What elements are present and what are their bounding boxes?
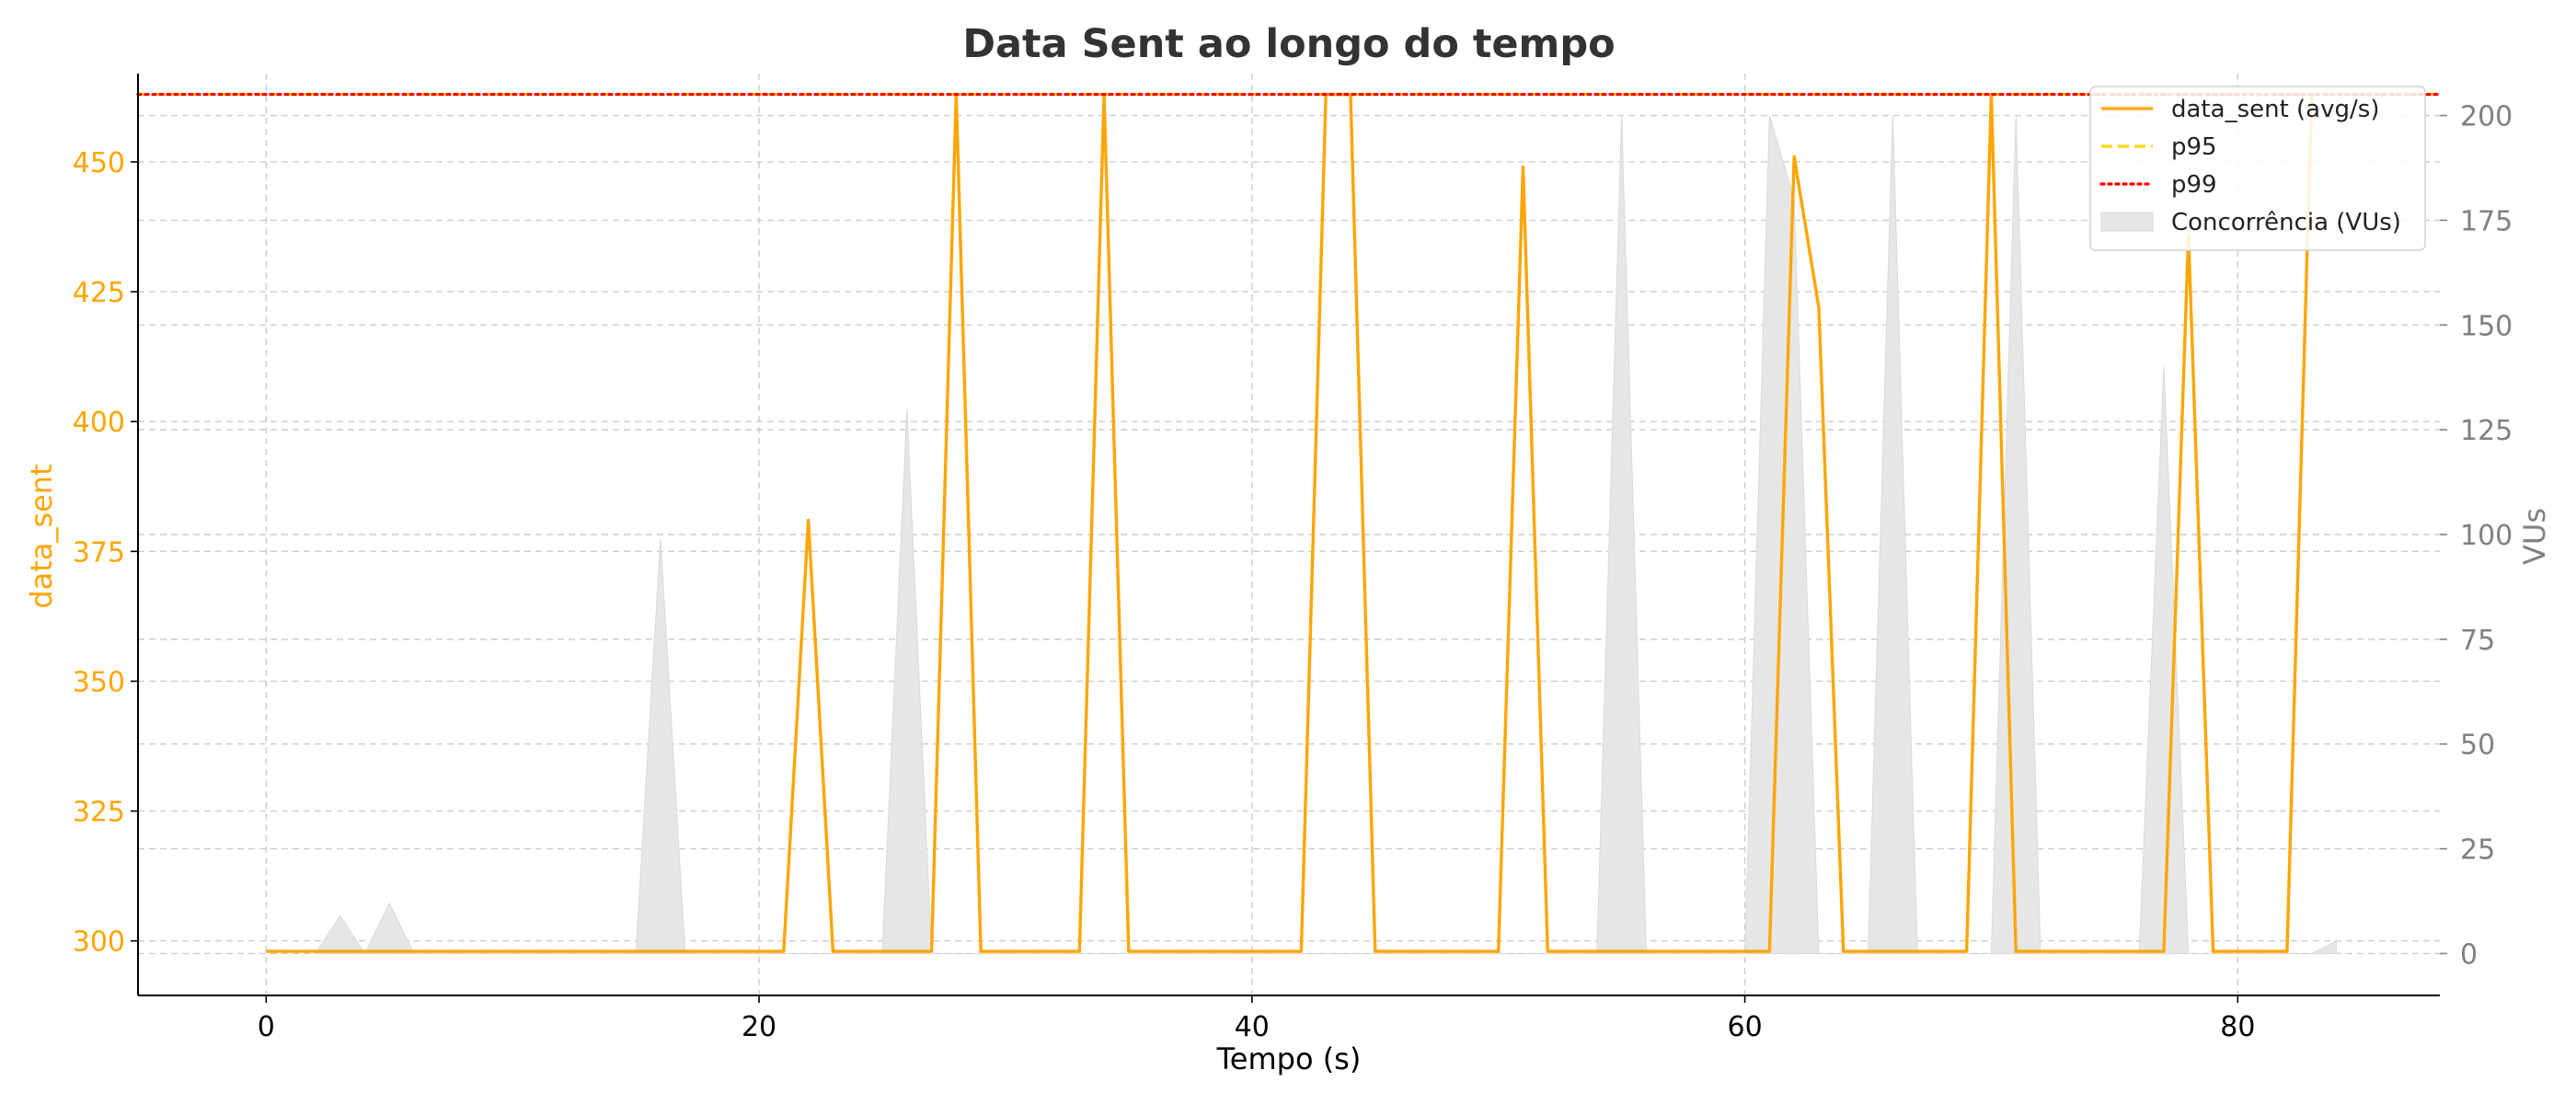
y-tick-label-right: 150 bbox=[2460, 310, 2513, 342]
y-tick-label-left: 425 bbox=[73, 277, 125, 309]
x-tick-label: 20 bbox=[742, 1011, 776, 1043]
y-tick-label-left: 325 bbox=[73, 797, 125, 829]
y-axis-label-left: data_sent bbox=[24, 464, 59, 608]
y-tick-label-right: 25 bbox=[2460, 834, 2495, 867]
legend-label: data_sent (avg/s) bbox=[2171, 96, 2379, 123]
vus-area-layer bbox=[314, 115, 2337, 955]
y-tick-label-right: 75 bbox=[2460, 625, 2495, 657]
y-tick-label-left: 300 bbox=[73, 926, 125, 959]
x-tick-label: 80 bbox=[2220, 1011, 2255, 1043]
x-tick-label: 40 bbox=[1235, 1011, 1270, 1043]
vus-area bbox=[314, 115, 2337, 955]
x-tick-label: 60 bbox=[1727, 1011, 1762, 1043]
data-sent-line bbox=[266, 92, 2314, 953]
x-axis-label: Tempo (s) bbox=[1216, 1041, 1362, 1076]
y-tick-label-right: 175 bbox=[2460, 205, 2513, 237]
y-tick-label-right: 100 bbox=[2460, 520, 2513, 552]
ticks: 0 20 40 60 80 300 325 350 375 400 425 450 0 25 50 75 100… bbox=[73, 101, 2513, 1043]
legend-box bbox=[2089, 86, 2426, 251]
legend-swatch-vus bbox=[2100, 212, 2154, 232]
legend-label: p99 bbox=[2171, 171, 2217, 199]
y-tick-label-left: 350 bbox=[73, 666, 125, 698]
y-tick-label-left: 450 bbox=[73, 147, 125, 179]
y-tick-label-right: 200 bbox=[2460, 101, 2513, 133]
y-tick-label-right: 125 bbox=[2460, 415, 2513, 447]
lines-layer bbox=[136, 92, 2442, 953]
x-tick-label: 0 bbox=[258, 1011, 275, 1043]
legend: data_sent (avg/s) p95 p99 Concorrência (VUs… bbox=[2089, 86, 2426, 251]
y-axis-label-right: VUs bbox=[2517, 508, 2552, 565]
y-tick-label-left: 375 bbox=[73, 536, 125, 569]
y-tick-label-left: 400 bbox=[73, 407, 125, 439]
legend-label: p95 bbox=[2171, 133, 2217, 161]
legend-label: Concorrência (VUs) bbox=[2171, 209, 2401, 236]
y-tick-label-right: 50 bbox=[2460, 730, 2495, 762]
y-tick-label-right: 0 bbox=[2460, 938, 2478, 971]
axes bbox=[137, 74, 2440, 996]
chart-title: Data Sent ao longo do tempo bbox=[962, 21, 1615, 67]
